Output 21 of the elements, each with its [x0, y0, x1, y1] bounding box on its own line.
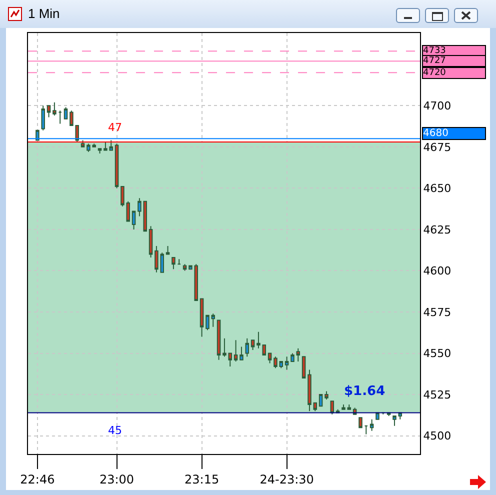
y-tick-label: 4600 [423, 264, 452, 278]
y-tick-label: 4550 [423, 347, 452, 360]
y-tick-label: 4650 [423, 182, 452, 196]
x-tick-label: 23:00 [99, 472, 134, 486]
y-tick-label: 4525 [423, 388, 452, 402]
annotation: 47 [108, 121, 122, 134]
x-tick-label: 23:15 [184, 472, 220, 486]
chart-title: 1 Min [28, 6, 60, 21]
annotation: 45 [108, 424, 122, 437]
y-tick-label: 4675 [423, 140, 452, 154]
y-tick-label: 4500 [423, 430, 452, 443]
ref-line-label: 4727 [423, 56, 446, 66]
ref-line-label: 4680 [423, 128, 448, 139]
x-tick-label: 24-23:30 [260, 472, 314, 486]
y-tick-label: 4575 [423, 306, 452, 319]
ref-line-label: 4733 [423, 46, 446, 56]
ref-line-label: 4720 [423, 68, 446, 78]
y-tick-label: 4625 [423, 223, 452, 236]
annotation: $1.64 [344, 384, 386, 399]
x-tick-label: 22:46 [20, 472, 55, 486]
y-tick-label: 4700 [423, 99, 452, 112]
